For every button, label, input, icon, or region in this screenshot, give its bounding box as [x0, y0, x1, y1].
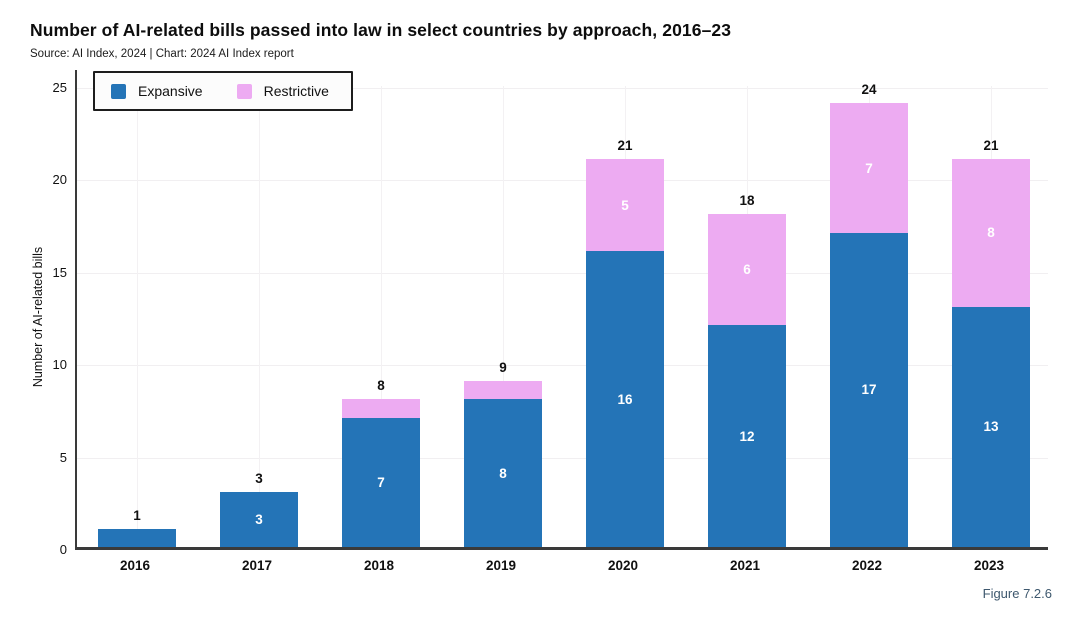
bar-value-expansive-2021: 12 — [739, 428, 755, 444]
y-tick-20: 20 — [52, 172, 67, 188]
bar-segment-expansive-2019: 8 — [464, 399, 542, 547]
bar-value-expansive-2023: 13 — [983, 419, 999, 435]
gridline-y-20 — [77, 180, 1048, 182]
bar-total-2019: 9 — [499, 359, 507, 375]
y-tick-5: 5 — [59, 449, 67, 465]
bar-group-2016: 1 — [98, 505, 176, 547]
x-tick-2018: 2018 — [363, 558, 395, 573]
bar-value-restrictive-2020: 5 — [621, 197, 629, 213]
legend-swatch-expansive — [111, 83, 126, 99]
bar-segment-restrictive-2018 — [342, 399, 420, 418]
bar-total-2023: 21 — [983, 137, 999, 153]
legend: Expansive Restrictive — [93, 71, 353, 111]
bar-value-expansive-2018: 7 — [377, 474, 385, 490]
bar-value-restrictive-2022: 7 — [865, 160, 873, 176]
bar-segment-expansive-2017: 3 — [220, 491, 298, 547]
bar-segment-expansive-2023: 13 — [952, 306, 1030, 547]
y-tick-15: 15 — [52, 264, 67, 280]
x-tick-2022: 2022 — [851, 558, 883, 573]
bar-total-2018: 8 — [377, 378, 385, 394]
bar-total-2016: 1 — [133, 507, 141, 523]
gridline-y-10 — [77, 365, 1048, 367]
bar-segment-expansive-2018: 7 — [342, 417, 420, 547]
bar-value-expansive-2020: 16 — [617, 391, 633, 407]
bar-total-2022: 24 — [861, 82, 877, 98]
x-tick-2021: 2021 — [729, 558, 761, 573]
bar-segment-restrictive-2021: 6 — [708, 214, 786, 326]
gridline-x-2019 — [503, 86, 504, 547]
bar-value-expansive-2017: 3 — [255, 511, 263, 527]
chart-source-line: Source: AI Index, 2024 | Chart: 2024 AI … — [30, 48, 294, 60]
legend-swatch-restrictive — [236, 83, 252, 99]
x-tick-2016: 2016 — [119, 558, 151, 573]
chart-title: Number of AI-related bills passed into l… — [30, 20, 732, 40]
bar-segment-restrictive-2022: 7 — [830, 103, 908, 233]
gridline-x-2018 — [381, 86, 382, 547]
gridline-x-2017 — [259, 86, 260, 547]
bar-segment-expansive-2016 — [98, 528, 176, 547]
bar-segment-expansive-2022: 17 — [830, 232, 908, 547]
bar-segment-restrictive-2020: 5 — [586, 158, 664, 252]
x-tick-2023: 2023 — [973, 558, 1005, 573]
bar-total-2020: 21 — [617, 137, 633, 153]
bar-value-restrictive-2021: 6 — [743, 262, 751, 278]
gridline-y-5 — [77, 457, 1048, 459]
gridline-y-25 — [77, 88, 1048, 89]
bar-value-expansive-2022: 17 — [861, 382, 877, 398]
x-tick-2019: 2019 — [485, 558, 517, 573]
y-tick-0: 0 — [59, 542, 67, 557]
gridline-y-15 — [77, 272, 1048, 274]
legend-label-restrictive: Restrictive — [263, 83, 329, 99]
y-axis-label: Number of AI-related bills — [31, 246, 45, 388]
bar-value-restrictive-2023: 8 — [987, 225, 995, 241]
gridline-x-2016 — [137, 86, 138, 547]
bar-segment-expansive-2021: 12 — [708, 325, 786, 547]
x-tick-2017: 2017 — [241, 558, 273, 573]
bar-total-2021: 18 — [739, 193, 755, 209]
bar-group-2022: 17 7 24 — [830, 79, 908, 547]
plot-area: 1 3 3 7 8 8 9 16 5 21 12 6 18 17 7 24 13 8 21 — [75, 70, 1048, 550]
bar-group-2021: 12 6 18 — [708, 190, 786, 547]
legend-item-restrictive: Restrictive — [236, 83, 329, 99]
bar-group-2020: 16 5 21 — [586, 135, 664, 547]
y-tick-10: 10 — [52, 357, 67, 373]
bar-segment-restrictive-2023: 8 — [952, 158, 1030, 307]
bar-value-expansive-2019: 8 — [499, 465, 507, 481]
legend-item-expansive: Expansive — [111, 83, 203, 99]
y-tick-25: 25 — [52, 80, 67, 95]
figure-number-label: Figure 7.2.6 — [982, 586, 1052, 601]
bar-segment-restrictive-2019 — [464, 380, 542, 400]
bar-total-2017: 3 — [255, 470, 263, 486]
legend-label-expansive: Expansive — [138, 83, 203, 99]
bar-group-2023: 13 8 21 — [952, 135, 1030, 547]
x-tick-2020: 2020 — [607, 558, 639, 573]
bar-segment-expansive-2020: 16 — [586, 251, 664, 547]
